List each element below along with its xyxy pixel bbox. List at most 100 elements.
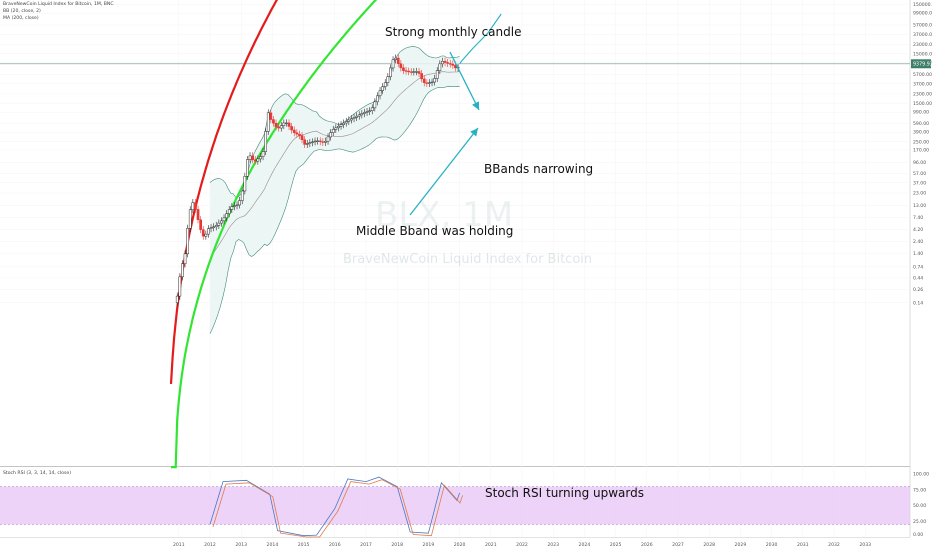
candle-body [311,141,314,143]
arrow-middle-bband [409,127,479,216]
time-tick-label: 2024 [579,542,591,548]
candle-body [282,122,286,126]
candle-body [350,118,353,121]
candle-body [298,133,301,136]
candle-body [368,110,371,112]
candle-body [196,209,200,220]
price-tick-label: 990.00 [913,110,929,116]
candle-body [287,122,291,127]
candle-body [246,159,249,177]
candle-body [240,190,244,201]
candle-body [238,200,241,206]
candle-body [451,63,455,66]
candle-body [199,219,202,230]
price-tick-label: 4.20 [913,227,923,233]
stoch-tick-label: 50.00 [913,503,926,509]
candle-body [191,202,195,210]
candle-body [347,119,351,122]
candle-body [318,140,322,142]
chart-title: BraveNewCoin Liquid Index for Bitcoin, 1… [3,2,114,7]
candle-body [207,228,210,235]
time-tick-label: 2011 [173,542,185,548]
candle-body [303,139,306,145]
candle-body [438,63,442,71]
bb-label: BB (20, close, 2) [3,9,41,14]
time-tick-label: 2012 [204,542,216,548]
candle-body [264,131,267,152]
time-tick-label: 2019 [423,542,435,548]
bb-lower [209,86,460,334]
candle-body [194,202,197,210]
candle-body [326,136,330,142]
candle-body [420,73,423,80]
candle-body [448,63,452,65]
bb-fill [210,46,460,334]
time-tick-label: 2023 [547,542,559,548]
price-tick-label: 390.00 [913,130,929,136]
projection [459,13,502,65]
time-tick-label: 2015 [298,542,310,548]
candle-body [428,82,431,84]
candle-body [454,65,457,69]
price-tick-label: 590.00 [913,121,929,127]
candle-body [290,126,293,131]
candle-body [178,276,182,297]
candle-body [383,82,387,87]
price-tick-label: 0.26 [913,287,923,293]
stoch-label: Stoch RSI (3, 3, 14, 14, close) [3,471,71,476]
candle-body [209,227,213,229]
candle-body [334,127,338,130]
candle-body [360,113,364,116]
stoch-rsi-pane [0,476,910,538]
time-tick-label: 2031 [797,542,809,548]
candle-body [259,156,262,160]
candle-body [389,67,392,77]
candle-body [253,159,257,162]
time-tick-label: 2018 [391,542,403,548]
stoch-d-line [212,479,463,538]
candle-body [331,129,335,133]
candle-body [324,140,327,143]
candle-body [365,111,369,113]
price-tick-label: 150000.00 [913,2,932,8]
price-tick-label: 96.00 [913,160,926,166]
price-tick-label: 0.74 [913,264,923,270]
candle-body [316,140,319,142]
stoch-tick-label: 0.00 [913,532,923,538]
candle-body [396,57,400,64]
candle-body [422,78,426,84]
time-tick-label: 2029 [735,542,747,548]
price-tick-label: 7.40 [913,215,923,221]
annotation-stoch-rsi: Stoch RSI turning upwards [485,486,644,500]
current-price-box [911,59,931,69]
candle-body [305,143,309,145]
candle-body [227,209,231,214]
candle-body [352,117,356,119]
candle-body [339,124,343,127]
axes: 0.14 0.26 0.44 0.74 1.40 2.40 4.20 7.40 13.00 23.… [173,2,932,548]
stoch-tick-label: 100.00 [913,472,929,478]
candle-body [248,155,252,160]
candle-body [230,206,234,210]
price-tick-label: 15000.00 [913,51,932,57]
candle-body [266,112,270,132]
price-tick-label: 37.00 [913,180,926,186]
candle-body [175,295,179,303]
price-tick-label: 37000.00 [913,32,932,38]
candle-body [181,263,184,278]
candle-body [321,141,325,143]
candle-body [415,71,418,73]
candle-body [417,71,421,74]
candle-body [292,129,296,133]
candle-body [381,86,384,91]
candle-body [300,135,304,140]
time-tick-label: 2027 [672,542,684,548]
arrows [409,51,480,216]
price-tick-label: 13.00 [913,203,926,209]
price-tick-label: 2300.00 [913,92,932,98]
candles [175,54,460,307]
price-tick-label: 2.40 [913,239,923,245]
candle-body [409,71,413,73]
candle-body [412,71,416,73]
